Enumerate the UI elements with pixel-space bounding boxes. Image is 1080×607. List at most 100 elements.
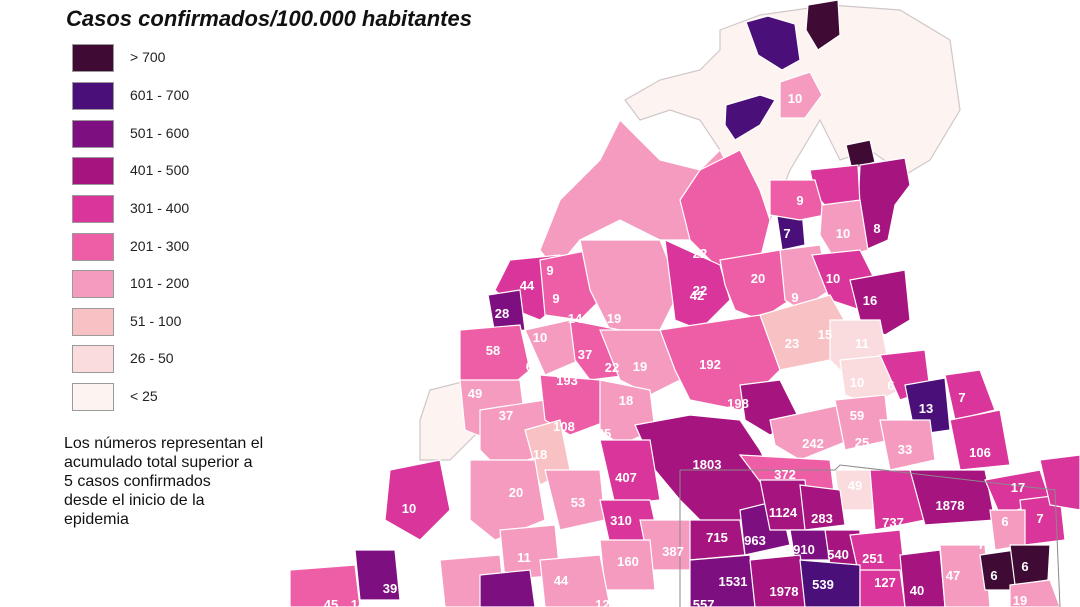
- legend-label: 401 - 500: [130, 162, 190, 178]
- municipality-value-label: 15: [818, 327, 832, 342]
- municipality-value-label: 106: [969, 445, 991, 460]
- legend-item: 601 - 700: [72, 82, 272, 110]
- district-dark: [745, 15, 801, 71]
- legend-swatch: [72, 157, 114, 185]
- municipality-value-label: 53: [571, 495, 585, 510]
- municipality-value-label: 198: [727, 396, 749, 411]
- legend-item: 101 - 200: [72, 270, 272, 298]
- municipality-value-label: 10: [533, 330, 547, 345]
- municipality-value-label: 6: [887, 378, 894, 393]
- municipality-value-label: 192: [699, 357, 721, 372]
- municipality-value-label: 540: [827, 547, 849, 562]
- municipality-value-label: 25: [855, 435, 869, 450]
- municipality-value-label: 13: [919, 401, 933, 416]
- municipality-value-label: 9: [796, 193, 803, 208]
- municipality-value-label: 28: [495, 306, 509, 321]
- legend-label: 201 - 300: [130, 238, 190, 254]
- legend-swatch: [72, 120, 114, 148]
- municipality-value-label: 19: [1013, 593, 1027, 607]
- legend-swatch: [72, 345, 114, 373]
- municipality-value-label: 6: [990, 568, 997, 583]
- legend-label: > 700: [130, 49, 166, 65]
- municipality-value-label: 7: [958, 390, 965, 405]
- municipality-value-label: 23: [785, 336, 799, 351]
- municipality-value-label: 108: [553, 419, 575, 434]
- municipality-value-label: 85: [597, 426, 611, 441]
- municipality-value-label: 9: [552, 291, 559, 306]
- municipality-value-label: 40: [910, 583, 924, 598]
- municipality-value-label: 7: [1036, 511, 1043, 526]
- municipality-value-label: 44: [520, 278, 535, 293]
- municipality-value-label: 10: [836, 226, 850, 241]
- legend-label: 601 - 700: [130, 87, 190, 103]
- legend-item: 301 - 400: [72, 195, 272, 223]
- legend-label: 501 - 600: [130, 125, 190, 141]
- municipality-value-label: 283: [811, 511, 833, 526]
- municipality-value-label: 45: [324, 597, 338, 607]
- municipality-value-label: 1978: [770, 584, 799, 599]
- municipality-value-label: 20: [751, 271, 765, 286]
- note-line: desde el inicio de la: [64, 492, 205, 509]
- municipality-value-label: 1124: [769, 505, 798, 520]
- municipality-value-label: 1878: [936, 498, 965, 513]
- municipality-value-label: 14: [568, 311, 583, 326]
- note-line: epidemia: [64, 511, 129, 528]
- legend-label: 101 - 200: [130, 275, 190, 291]
- municipality-value-label: 122: [595, 597, 617, 607]
- municipality-value-label: 193: [556, 373, 578, 388]
- municipality-value-label: 6: [1001, 514, 1008, 529]
- note-line: acumulado total superior a: [64, 454, 253, 471]
- legend-swatch: [72, 308, 114, 336]
- municipality-value-label: 58: [486, 343, 500, 358]
- legend-item: 26 - 50: [72, 345, 272, 373]
- municipality-value-label: 387: [662, 544, 684, 559]
- municipality-value-label: 22: [693, 246, 707, 261]
- municipality-value-label: 6: [1021, 559, 1028, 574]
- municipality-value-label: 20: [509, 485, 523, 500]
- municipality-value-label: 19: [633, 359, 647, 374]
- municipality-value-label: 539: [812, 577, 834, 592]
- municipality-value-label: 64: [526, 359, 541, 374]
- municipality-value-label: 33: [936, 443, 950, 458]
- legend-swatch: [72, 383, 114, 411]
- legend-swatch: [72, 233, 114, 261]
- municipality-value-label: 251: [862, 551, 884, 566]
- municipality-value-label: 715: [706, 530, 728, 545]
- municipality-value-label: 47: [946, 568, 960, 583]
- municipality-value-label: 39: [383, 581, 397, 596]
- municipality-value-label: 1531: [719, 574, 748, 589]
- municipality-value-label: 18: [619, 393, 633, 408]
- municipality-value-label: 9: [546, 263, 553, 278]
- legend-label: 51 - 100: [130, 313, 182, 329]
- municipality-value-label: 9: [791, 290, 798, 305]
- legend-item: > 700: [72, 44, 272, 72]
- municipality-value-label: 11: [855, 336, 869, 351]
- municipality-value-label: 242: [802, 436, 824, 451]
- municipality-value-label: 14: [351, 597, 366, 607]
- municipality-value-label: 44: [554, 573, 569, 588]
- municipality-value-label: 22: [605, 360, 619, 375]
- municipality-value-label: 963: [744, 533, 766, 548]
- municipality-value-label: 73: [978, 537, 992, 552]
- municipality-value-label: 22: [693, 283, 707, 298]
- municipality-value-label: 11: [517, 550, 531, 565]
- municipality-value-label: 17: [1011, 480, 1025, 495]
- legend-label: < 25: [130, 388, 158, 404]
- municipality-value-label: 58: [561, 530, 575, 545]
- legend-item: 501 - 600: [72, 120, 272, 148]
- legend-swatch: [72, 82, 114, 110]
- municipality-value-label: 10: [850, 375, 864, 390]
- municipality-value-label: 37: [578, 347, 592, 362]
- municipality-value-label: 42: [690, 288, 704, 303]
- legend-item: 51 - 100: [72, 308, 272, 336]
- municipality-value-label: 49: [848, 478, 862, 493]
- municipality-value-label: 10: [826, 271, 840, 286]
- municipality-value-label: 310: [610, 513, 632, 528]
- legend-swatch: [72, 44, 114, 72]
- municipality-value-label: 407: [615, 470, 637, 485]
- municipality-value-label: 372: [774, 467, 796, 482]
- municipality-value-label: 7: [783, 226, 790, 241]
- municipality-value-label: 8: [873, 221, 880, 236]
